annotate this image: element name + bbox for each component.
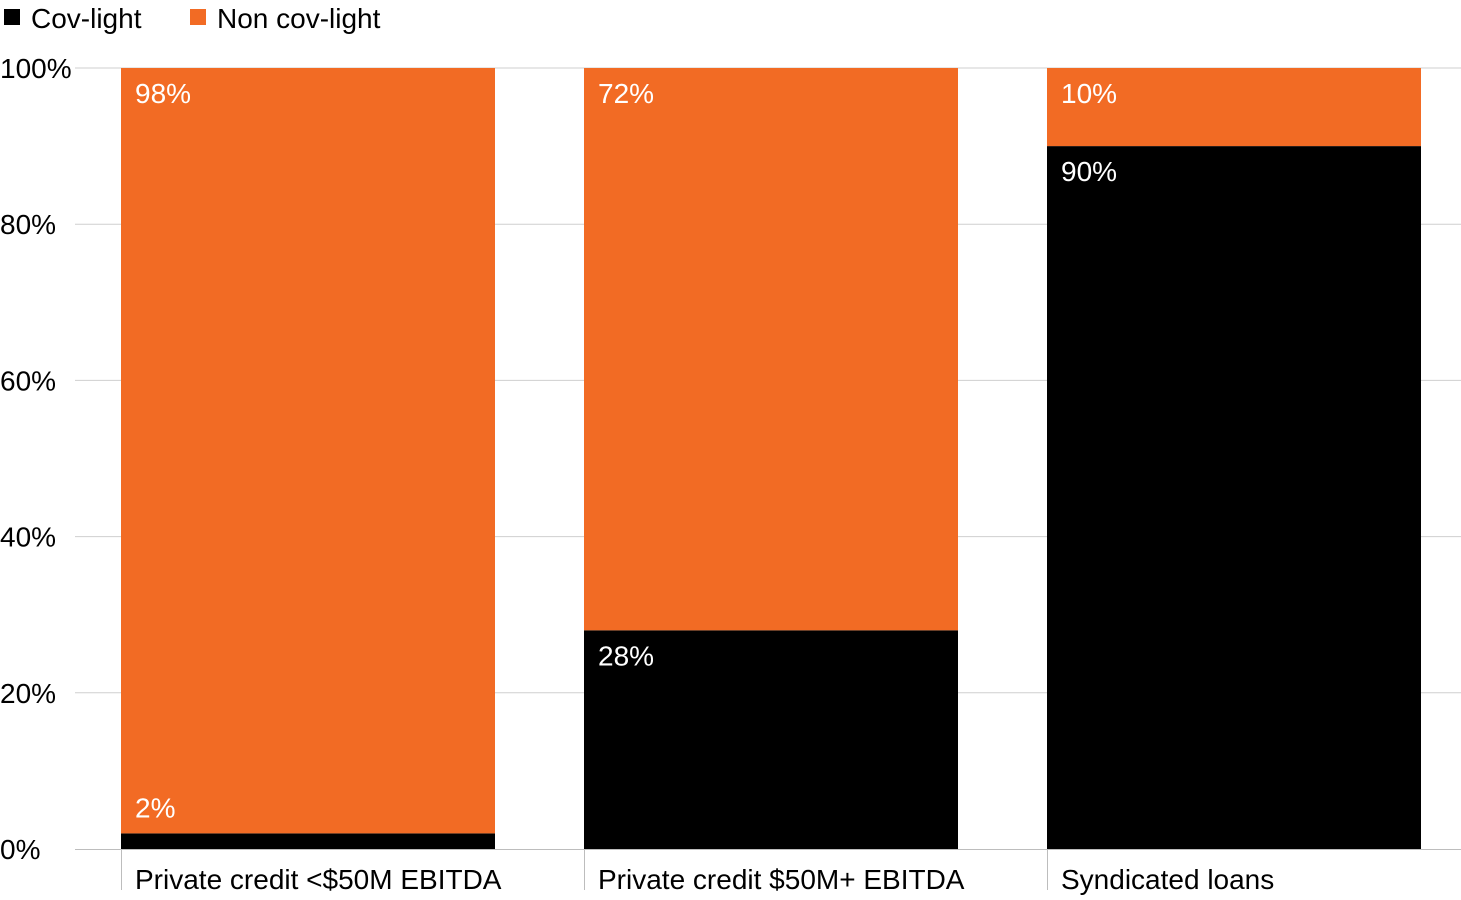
legend-swatch bbox=[4, 9, 20, 25]
category-label: Private credit $50M+ EBITDA bbox=[598, 864, 965, 895]
data-label: 98% bbox=[135, 78, 191, 109]
category-labels: Private credit <$50M EBITDA Private credi… bbox=[135, 864, 1274, 895]
bars: 2% 98% 28% 72% 90% 10% bbox=[121, 68, 1421, 850]
y-axis-tick-labels: 0% 20% 40% 60% 80% 100% bbox=[0, 53, 72, 865]
bar-segment-cov-light bbox=[584, 630, 958, 849]
data-label: 2% bbox=[135, 792, 175, 823]
legend: Cov-light Non cov-light bbox=[4, 3, 381, 34]
bar-segment-non-cov-light bbox=[1047, 68, 1421, 147]
data-label: 28% bbox=[598, 640, 654, 671]
y-tick-label: 40% bbox=[0, 522, 56, 553]
bar-segment-cov-light bbox=[121, 833, 495, 849]
x-axis-baseline bbox=[75, 849, 1461, 890]
bar-segment-cov-light bbox=[1047, 146, 1421, 850]
y-tick-label: 80% bbox=[0, 209, 56, 240]
bar-segment-non-cov-light bbox=[121, 68, 495, 834]
y-tick-label: 20% bbox=[0, 678, 56, 709]
data-label: 72% bbox=[598, 78, 654, 109]
data-label: 10% bbox=[1061, 78, 1117, 109]
category-label: Syndicated loans bbox=[1061, 864, 1274, 895]
bar-segment-non-cov-light bbox=[584, 68, 958, 631]
legend-label: Cov-light bbox=[31, 3, 142, 34]
y-tick-label: 100% bbox=[0, 53, 72, 84]
y-tick-label: 0% bbox=[0, 834, 40, 865]
y-tick-label: 60% bbox=[0, 365, 56, 396]
category-label: Private credit <$50M EBITDA bbox=[135, 864, 502, 895]
data-label: 90% bbox=[1061, 156, 1117, 187]
legend-swatch bbox=[190, 9, 206, 25]
legend-label: Non cov-light bbox=[217, 3, 381, 34]
